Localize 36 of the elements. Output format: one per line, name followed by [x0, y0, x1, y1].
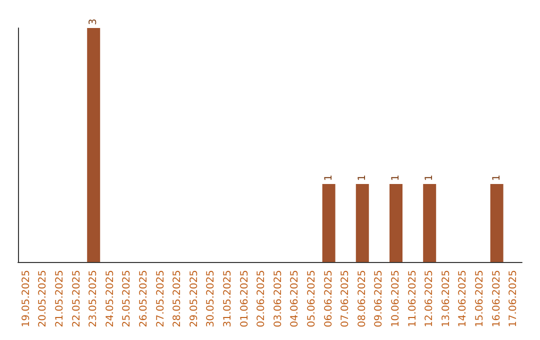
x-tick-label: 10.06.2025	[390, 270, 402, 328]
x-tick-label: 02.06.2025	[256, 270, 268, 328]
data-label: 1	[356, 174, 368, 181]
x-tick-label: 25.05.2025	[122, 270, 133, 328]
x-tick-label: 06.06.2025	[323, 270, 334, 328]
x-tick-label: 28.05.2025	[172, 270, 184, 328]
x-tick-label: 30.05.2025	[206, 270, 217, 328]
x-tick-label: 23.05.2025	[88, 270, 100, 328]
x-tick-label: 09.06.2025	[374, 270, 385, 328]
x-tick-label: 22.05.2025	[71, 270, 82, 328]
x-tick-label: 01.06.2025	[239, 270, 250, 328]
x-tick-label: 17.06.2025	[508, 270, 520, 328]
x-tick-label: 31.05.2025	[222, 270, 234, 328]
data-label: 3	[88, 18, 100, 25]
x-tick-label: 08.06.2025	[356, 270, 368, 328]
x-tick-label: 20.05.2025	[38, 270, 49, 328]
x-tick-label: 15.06.2025	[474, 270, 486, 328]
x-tick-label: 03.06.2025	[272, 270, 284, 328]
x-tick-label: 07.06.2025	[340, 270, 352, 328]
data-label: 1	[390, 174, 402, 181]
x-tick-label: 29.05.2025	[188, 270, 200, 328]
x-tick-label: 04.06.2025	[290, 270, 301, 328]
x-tick-label: 12.06.2025	[424, 270, 436, 328]
data-label: 1	[491, 174, 502, 181]
x-tick-label: 21.05.2025	[54, 270, 66, 328]
x-tick-label: 14.06.2025	[458, 270, 469, 328]
data-label: 1	[323, 174, 334, 181]
x-tick-label: 05.06.2025	[306, 270, 318, 328]
x-tick-label: 16.06.2025	[491, 270, 502, 328]
x-tick-label: 13.06.2025	[440, 270, 452, 328]
x-tick-label: 26.05.2025	[138, 270, 150, 328]
x-tick-label: 19.05.2025	[20, 270, 32, 328]
data-label: 1	[424, 174, 436, 181]
x-tick-label: 27.05.2025	[155, 270, 166, 328]
x-tick-label: 24.05.2025	[104, 270, 116, 328]
x-tick-label: 11.06.2025	[407, 270, 418, 328]
